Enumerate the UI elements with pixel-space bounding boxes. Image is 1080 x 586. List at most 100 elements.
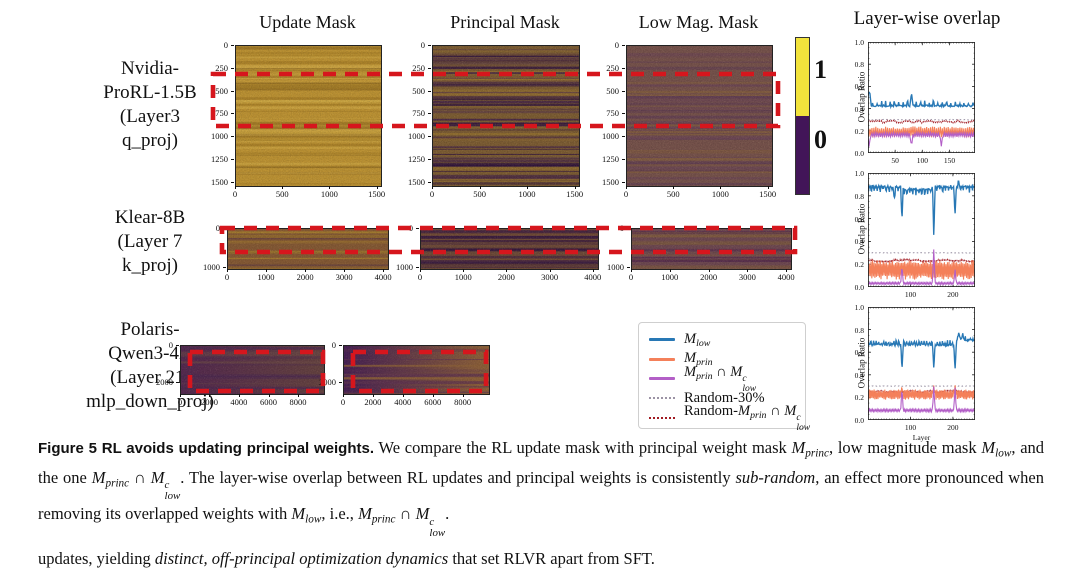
- plot-xlabel-layer: Layer: [912, 433, 931, 442]
- colorbar: [795, 37, 810, 195]
- colorbar-label-zero: 0: [814, 125, 827, 154]
- legend-entry: Mprin: [649, 350, 795, 370]
- axis-tick-label: 250: [215, 62, 228, 73]
- axis-tick: [631, 269, 632, 272]
- axis-tick: [549, 269, 551, 272]
- caption-text: . The layer-wise overlap between RL upda…: [180, 467, 736, 487]
- row-label-line: q_proj): [122, 130, 178, 151]
- axis-tick-label: 750: [215, 108, 228, 119]
- axis-tick-label: 2000: [319, 377, 336, 388]
- series-m-prin-m-c-low-: [868, 386, 975, 414]
- axis-tick-label: 750: [412, 108, 425, 119]
- legend-line-swatch: [649, 357, 675, 361]
- axis-tick: [343, 394, 344, 397]
- axis-tick: [402, 394, 404, 397]
- plot-y-tick-label: 0.6: [854, 214, 864, 224]
- axis-tick-label: 8000: [289, 397, 307, 407]
- col-title-update-mask: Update Mask: [259, 12, 356, 32]
- plot-x-tick-label: 200: [947, 423, 959, 432]
- row-label-line: (Layer 7: [117, 231, 183, 252]
- axis-tick-label: 500: [215, 85, 228, 96]
- body-text: updates, yielding distinct, off-principa…: [38, 549, 1044, 569]
- axis-tick: [268, 394, 270, 397]
- axis-tick-label: 750: [606, 108, 619, 119]
- axis-tick-label: 3000: [335, 272, 353, 282]
- caption-text: .: [445, 504, 450, 524]
- axis-tick-label: 1250: [602, 153, 619, 164]
- axis-tick-label: 1000: [257, 272, 275, 282]
- overlap-plots-title: Layer-wise overlap: [853, 8, 1001, 29]
- colorbar-high-segment: [796, 38, 809, 116]
- axis-tick: [344, 269, 346, 272]
- axis-tick: [592, 269, 594, 272]
- series-m-prin-m-c-low-: [868, 249, 975, 287]
- axis-tick-label: 2000: [364, 397, 382, 407]
- caption-text: that set RLVR apart from SFT.: [448, 549, 655, 568]
- axis-tick: [428, 45, 431, 46]
- caption-text: We compare the RL update mask with princ…: [374, 438, 792, 457]
- plot-y-tick-label: 1.0: [854, 169, 864, 178]
- axis-tick: [282, 186, 284, 189]
- series-random-30-: [868, 118, 975, 121]
- plot-x-tick-label: 150: [943, 156, 956, 165]
- series-m-low-: [868, 180, 975, 235]
- axis-tick: [416, 228, 419, 229]
- axis-tick: [622, 113, 625, 115]
- axis-tick: [574, 186, 576, 189]
- axis-tick-label: 1000: [661, 272, 679, 282]
- axis-tick: [622, 90, 625, 92]
- row-label-line: Klear-8B: [114, 207, 186, 228]
- row-label-model: Nvidia- ProRL-1.5B (Layer3 q_proj): [55, 57, 245, 153]
- axis-tick: [708, 269, 710, 272]
- axis-tick-label: 1000: [320, 189, 338, 199]
- axis-tick: [339, 382, 342, 384]
- axis-tick-label: 1250: [211, 153, 228, 164]
- plot-y-tick-label: 0.8: [854, 60, 864, 70]
- row-label-model: Polaris- Qwen3-4B (Layer 21: mlp_down_proj): [55, 318, 245, 414]
- axis-tick-label: 4000: [584, 272, 602, 282]
- legend-line-swatch: [649, 338, 675, 342]
- axis-tick: [227, 269, 228, 272]
- plot-y-tick-label: 1.0: [854, 38, 864, 47]
- axis-tick: [428, 136, 431, 138]
- axis-tick-label: 4000: [394, 397, 412, 407]
- row-label-line: (Layer 21:: [110, 367, 190, 388]
- axis-tick-label: 250: [412, 62, 425, 73]
- axis-tick-label: 3000: [738, 272, 756, 282]
- axis-tick: [428, 158, 431, 160]
- heatmap-low-mag-mask: [626, 45, 773, 187]
- heatmap-update-mask: [235, 45, 382, 187]
- axis-tick-label: 1500: [368, 189, 386, 199]
- axis-tick: [527, 186, 529, 189]
- col-title-principal-mask: Principal Mask: [450, 12, 560, 32]
- plot-y-tick-label: 0.0: [854, 416, 864, 425]
- axis-tick-label: 0: [408, 223, 413, 233]
- plot-ylabel-overlap-ratio: Overlap Ratio: [856, 337, 867, 388]
- axis-tick-label: 8000: [454, 397, 472, 407]
- axis-tick: [305, 269, 307, 272]
- axis-tick-label: 0: [429, 189, 435, 199]
- axis-tick-label: 2000: [200, 397, 218, 407]
- axis-tick-label: 4000: [230, 397, 248, 407]
- legend-line-swatch: [649, 377, 675, 381]
- caption-math: Mprinc: [791, 438, 829, 460]
- legend-entry: Mlow: [649, 330, 795, 350]
- heatmap-principal-mask: [432, 45, 580, 187]
- axis-tick-label: 6000: [424, 397, 442, 407]
- axis-tick: [622, 45, 625, 46]
- col-title-low-mag-mask: Low Mag. Mask: [638, 12, 759, 32]
- series-m-low-: [868, 332, 975, 369]
- axis-tick: [231, 181, 234, 183]
- axis-tick-label: 250: [606, 62, 619, 73]
- axis-tick-label: 1500: [408, 176, 425, 187]
- axis-tick-label: 2000: [497, 272, 515, 282]
- axis-tick-label: 1250: [408, 153, 425, 164]
- axis-tick: [339, 345, 342, 346]
- overlap-plot-2: [868, 307, 975, 420]
- axis-tick-label: 1000: [607, 262, 624, 273]
- axis-tick-label: 0: [628, 272, 634, 282]
- heatmap-update-mask: [180, 345, 325, 395]
- axis-tick: [238, 394, 240, 397]
- axis-tick: [479, 186, 481, 189]
